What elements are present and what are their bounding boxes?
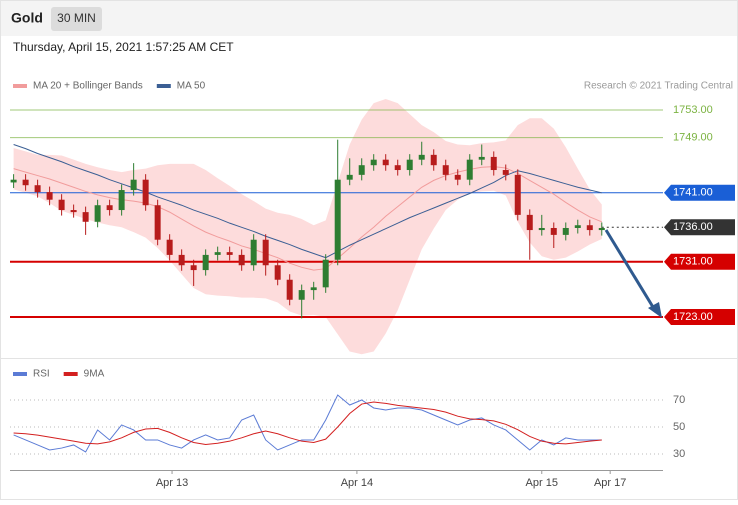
candle-body xyxy=(10,179,17,183)
candle-body xyxy=(442,165,449,175)
candle-body xyxy=(406,159,413,171)
candle-body xyxy=(346,174,353,180)
candle-body xyxy=(394,165,401,171)
level-label: 1736.00 xyxy=(673,221,713,233)
candle-body xyxy=(562,227,569,235)
x-tick-label: Apr 13 xyxy=(156,477,188,489)
level-box xyxy=(664,219,735,236)
candle-body xyxy=(202,254,209,271)
candle-body xyxy=(70,210,77,213)
candle-body xyxy=(358,165,365,175)
candle-body xyxy=(382,159,389,166)
legend-label: RSI xyxy=(33,369,50,380)
level-label: 1753.00 xyxy=(673,104,713,116)
legend-label: 9MA xyxy=(84,369,105,380)
candle-body xyxy=(94,205,101,222)
candle-body xyxy=(586,225,593,231)
candle-body xyxy=(178,254,185,266)
forecast-arrowhead xyxy=(648,302,662,318)
legend-swatch xyxy=(63,372,78,376)
candle-body xyxy=(478,156,485,160)
candle-body xyxy=(262,239,269,266)
candle-body xyxy=(502,170,509,175)
interval-badge[interactable] xyxy=(51,7,102,31)
series-line xyxy=(13,401,602,446)
candle-body xyxy=(490,156,497,171)
candle-body xyxy=(334,179,341,260)
level-box xyxy=(664,253,735,270)
candle-body xyxy=(106,205,113,211)
candle-body xyxy=(130,179,137,191)
legend-swatch xyxy=(13,84,27,88)
candle-body xyxy=(250,239,257,266)
candle-body xyxy=(370,159,377,166)
candle-body xyxy=(142,179,149,206)
ma-line xyxy=(13,144,602,259)
candle-body xyxy=(22,179,29,186)
candle-body xyxy=(430,154,437,166)
header-bar xyxy=(1,1,737,36)
x-tick-label: Apr 17 xyxy=(594,477,626,489)
x-tick-label: Apr 15 xyxy=(526,477,558,489)
candle-body xyxy=(574,225,581,228)
candle-body xyxy=(214,252,221,255)
candle-body xyxy=(166,239,173,255)
candle-body xyxy=(598,227,605,231)
x-tick-label: Apr 14 xyxy=(341,477,373,489)
level-label: 1723.00 xyxy=(673,311,713,323)
series-line xyxy=(13,394,602,453)
bollinger-band xyxy=(13,98,602,355)
y-tick-label: 70 xyxy=(673,394,685,406)
candle-body xyxy=(310,287,317,291)
legend-swatch xyxy=(13,372,27,376)
level-label: 1749.00 xyxy=(673,132,713,144)
timestamp: Thursday, April 15, 2021 1:57:25 AM CET xyxy=(13,40,234,54)
candle-body xyxy=(274,265,281,280)
candle-body xyxy=(286,279,293,300)
credit: Research © 2021 Trading Central xyxy=(584,81,733,92)
candle-body xyxy=(34,185,41,193)
y-tick-label: 50 xyxy=(673,421,685,433)
candle-body xyxy=(154,205,161,240)
candle-body xyxy=(238,254,245,266)
candle-body xyxy=(514,174,521,215)
legend-label: MA 20 + Bollinger Bands xyxy=(33,81,143,92)
ma-line xyxy=(13,166,602,271)
legend-swatch xyxy=(156,84,171,88)
candle-body xyxy=(526,214,533,231)
candle-body xyxy=(538,227,545,231)
candle-body xyxy=(550,227,557,235)
level-label: 1741.00 xyxy=(673,187,713,199)
level-box xyxy=(664,309,735,325)
candle-body xyxy=(298,290,305,300)
level-label: 1731.00 xyxy=(673,256,713,268)
interval[interactable]: 30 MIN xyxy=(57,11,96,25)
candle-body xyxy=(190,265,197,271)
candle-body xyxy=(58,199,65,211)
candle-body xyxy=(466,159,473,180)
forecast-arrow xyxy=(604,229,658,313)
candle-body xyxy=(118,190,125,211)
legend-label: MA 50 xyxy=(177,81,206,92)
symbol: Gold xyxy=(11,10,43,26)
candle-body xyxy=(322,259,329,288)
candle-body xyxy=(82,212,89,222)
candle-body xyxy=(226,252,233,255)
y-tick-label: 30 xyxy=(673,448,685,460)
candle-body xyxy=(454,174,461,180)
level-box xyxy=(664,184,735,201)
candle-body xyxy=(418,154,425,160)
candle-body xyxy=(46,192,53,200)
